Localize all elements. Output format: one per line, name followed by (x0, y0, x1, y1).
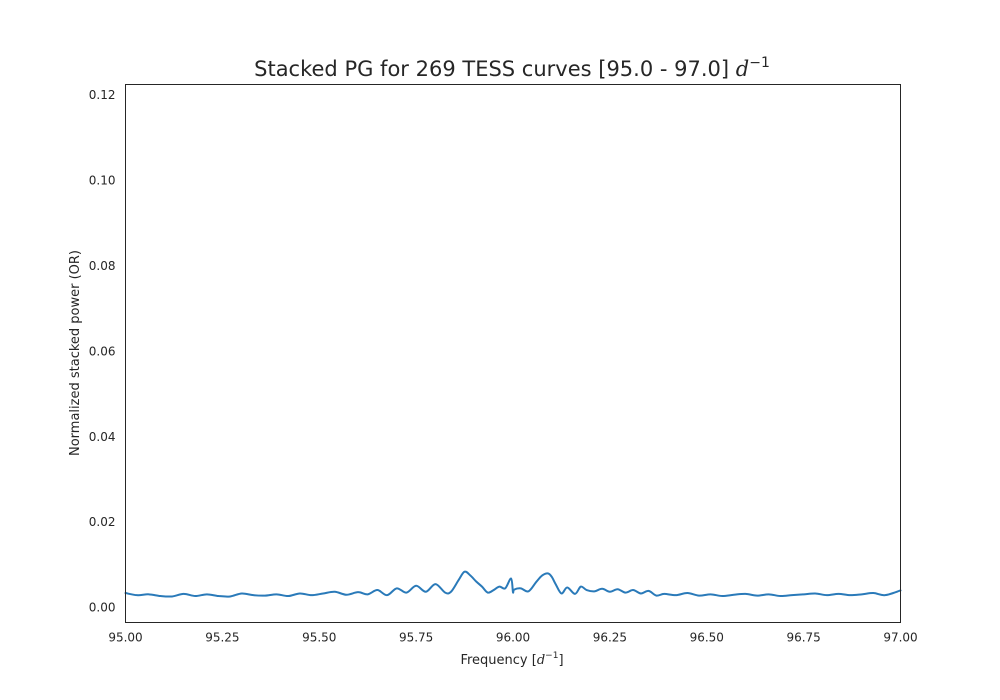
x-axis-label-math: d (537, 653, 545, 668)
x-tick-label: 96.25 (593, 631, 627, 645)
x-tick-label: 95.75 (399, 631, 433, 645)
x-tick-label: 95.00 (108, 631, 142, 645)
y-tick-label: 0.06 (89, 344, 116, 358)
x-tick-label: 95.25 (205, 631, 239, 645)
series-line-0 (124, 570, 902, 598)
x-axis-label: Frequency [d−1] (460, 651, 563, 668)
x-axis-label-exponent: −1 (545, 651, 558, 661)
y-tick-label: 0.02 (89, 515, 116, 529)
chart-title-math: d (736, 57, 749, 81)
y-tick-label: 0.04 (89, 430, 116, 444)
y-axis-label: Normalized stacked power (OR) (68, 250, 83, 456)
plot-frame (125, 84, 901, 623)
y-tick-label: 0.10 (89, 174, 116, 188)
x-axis-label-text: Frequency [ (460, 653, 536, 668)
x-tick-label: 96.50 (690, 631, 724, 645)
y-axis-ticks: 0.00 0.02 0.04 0.06 0.08 0.10 0.12 (89, 88, 116, 614)
y-tick-label: 0.12 (89, 88, 116, 102)
x-tick-label: 96.75 (786, 631, 820, 645)
x-tick-label: 95.50 (302, 631, 336, 645)
x-tick-label: 96.00 (496, 631, 530, 645)
chart-title-exponent: −1 (749, 55, 770, 71)
x-tick-label: 97.00 (883, 631, 917, 645)
x-axis-ticks: 95.00 95.25 95.50 95.75 96.00 96.25 96.50 96.75… (108, 631, 917, 645)
series-layer (124, 570, 902, 598)
x-axis-label-suffix: ] (558, 653, 563, 668)
chart-title: Stacked PG for 269 TESS curves [95.0 - 9… (254, 55, 770, 81)
chart-title-text: Stacked PG for 269 TESS curves [95.0 - 9… (254, 57, 736, 81)
y-tick-label: 0.00 (89, 601, 116, 615)
y-tick-label: 0.08 (89, 259, 116, 273)
